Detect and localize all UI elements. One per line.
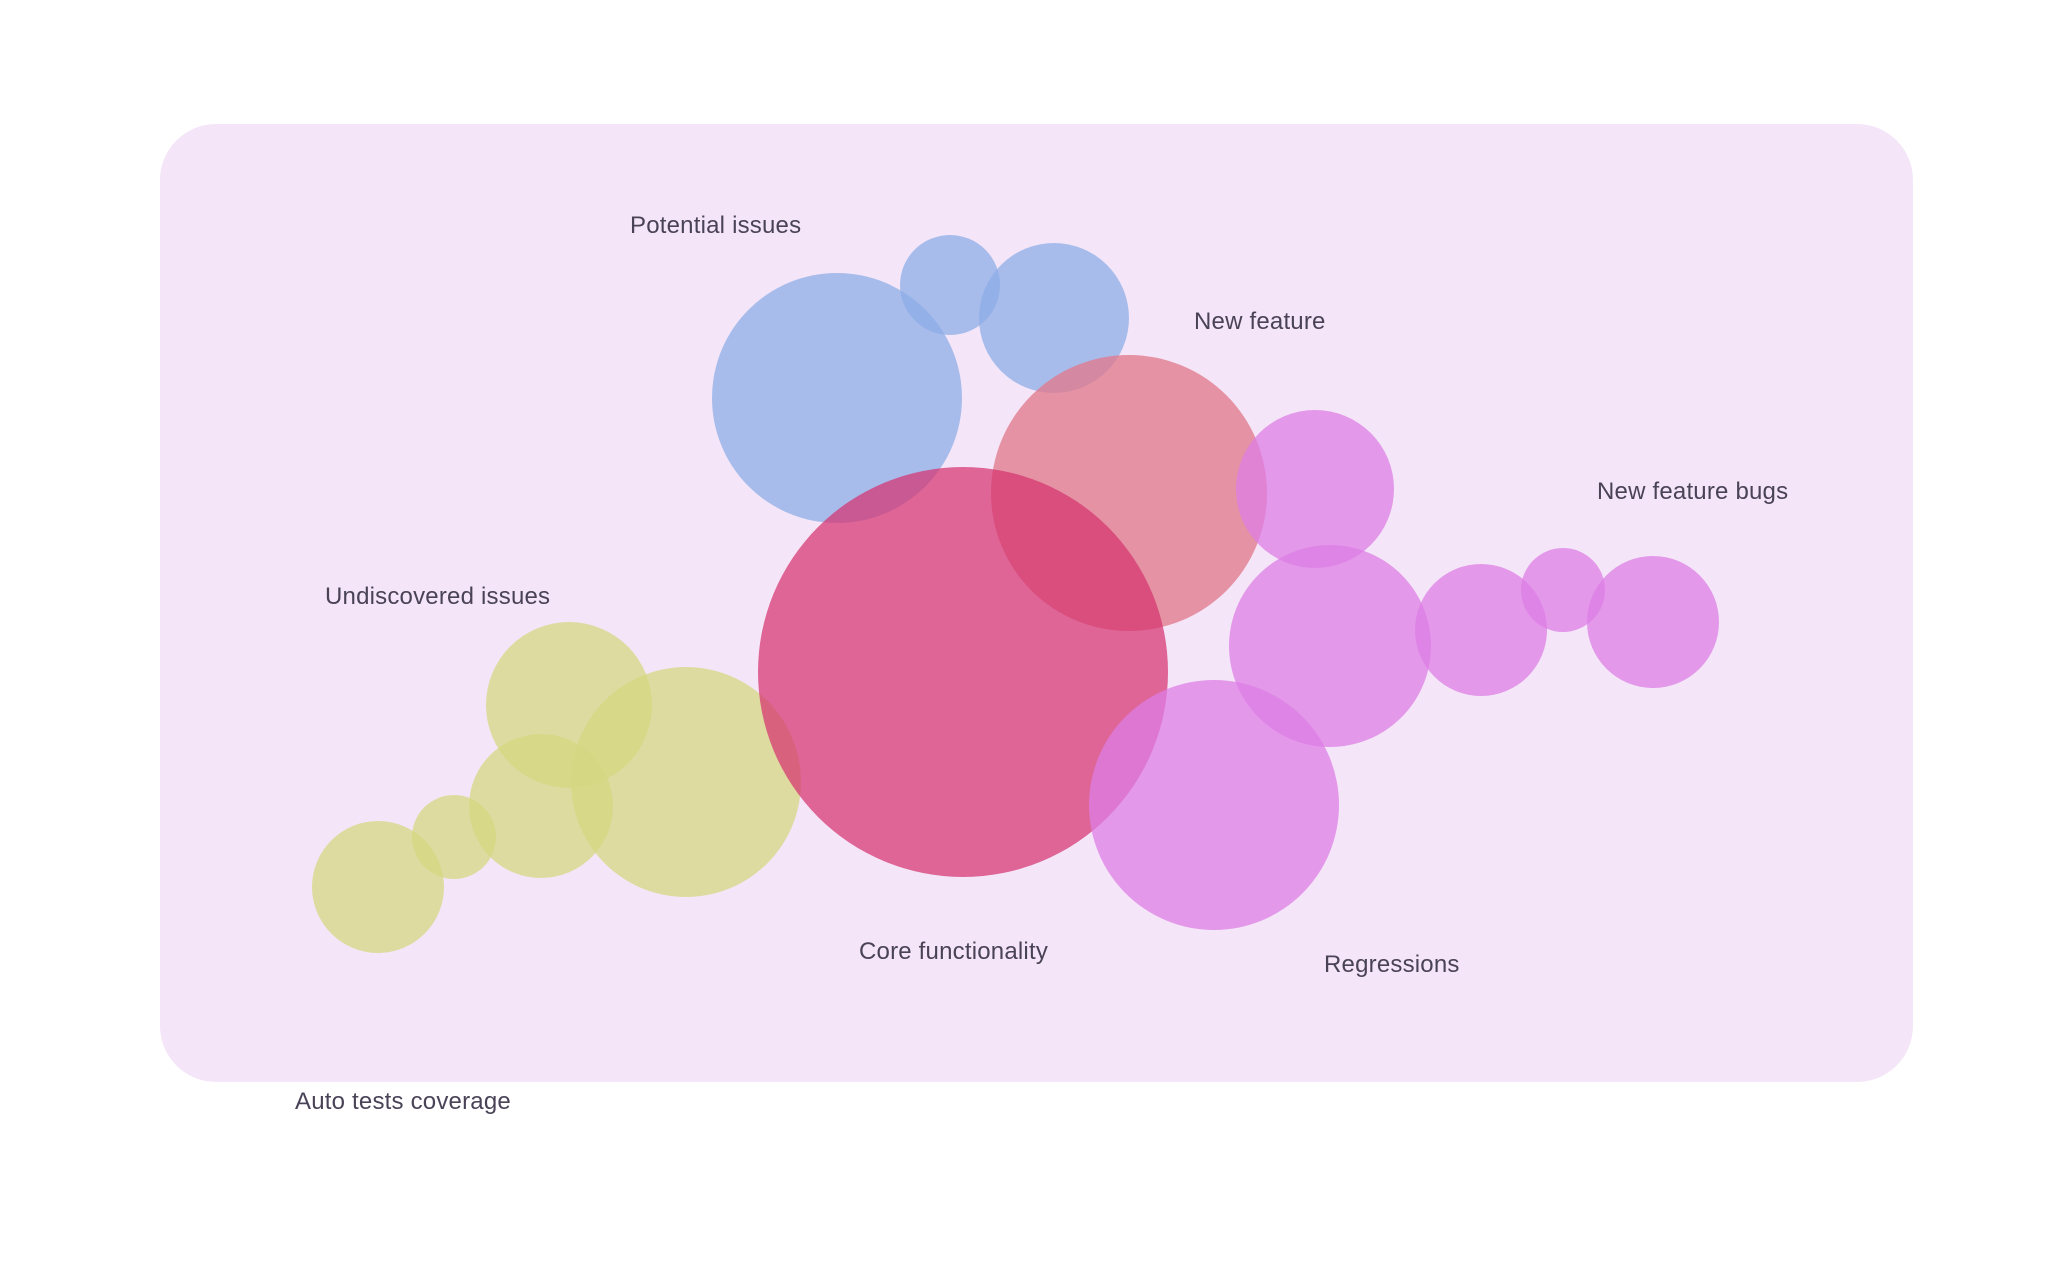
label-potential-issues: Potential issues: [630, 212, 802, 239]
bubble-undiscovered-issues-1: [312, 821, 444, 953]
bubble-potential-issues-1: [712, 273, 962, 523]
label-undiscovered-issues: Undiscovered issues: [325, 583, 551, 610]
bubble-new-feature-bugs-4: [1521, 548, 1605, 632]
label-new-feature: New feature: [1194, 308, 1326, 335]
bubble-potential-issues-3: [979, 243, 1129, 393]
label-core-functionality: Core functionality: [859, 938, 1049, 965]
bubble-new-feature-bugs-1: [1236, 410, 1394, 568]
bubble-core-functionality: [758, 467, 1168, 877]
bubble-potential-issues-2: [900, 235, 1000, 335]
label-auto-tests-coverage: Auto tests coverage: [295, 1088, 511, 1115]
bubble-new-feature-bugs-5: [1587, 556, 1719, 688]
label-new-feature-bugs: New feature bugs: [1597, 478, 1789, 505]
bubble-new-feature-bugs-3: [1415, 564, 1547, 696]
label-regressions: Regressions: [1324, 951, 1460, 978]
bubble-new-feature-bugs-2: [1229, 545, 1431, 747]
bubble-undiscovered-issues-5: [571, 667, 801, 897]
bubble-regressions: [1089, 680, 1339, 930]
